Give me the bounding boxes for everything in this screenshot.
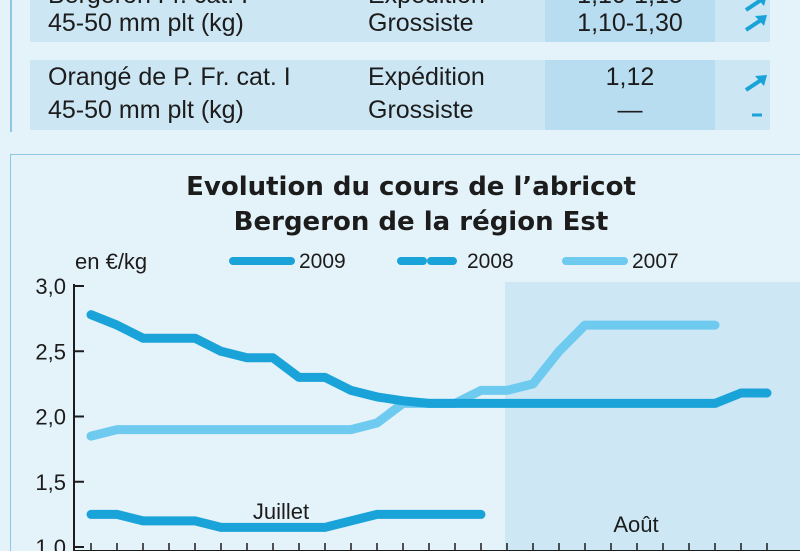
series-layer [86,310,772,532]
legend-label: 2007 [632,250,679,273]
product-name: Orangé de P. Fr. cat. I [48,63,291,91]
product-spec: 45-50 mm plt (kg) [48,96,244,124]
price-value: 1,12 [605,63,655,91]
trend-up-icon [744,15,767,32]
price-value: 1,10-1,15 [560,0,700,12]
y-tick-label: 1,0 [35,535,66,551]
month-label-aout: Août [613,512,658,537]
table-left-border [10,0,12,132]
market-stage: Grossiste [368,96,474,124]
trend-stable-icon [752,113,762,117]
legend: 2009 2008 2007 [229,250,679,273]
price-value: 1,10-1,30 [577,9,683,37]
trend-up-icon [744,0,766,12]
price-table: Bergeron Fr. cat. I 45-50 mm plt (kg) Ex… [0,0,800,135]
series-line-2009 [86,310,772,408]
legend-label: 2008 [467,250,514,273]
month-label-juillet: Juillet [253,499,309,524]
chart-title: Evolution du cours de l’abricot [186,172,636,202]
y-axis-label: en €/kg [75,249,147,274]
series-line-2008 [86,509,486,532]
y-tick-label: 1,5 [35,470,66,495]
legend-label: 2009 [299,250,346,273]
trend-up-icon [744,75,767,92]
product-spec: 45-50 mm plt (kg) [48,9,244,37]
price-chart: Evolution du cours de l’abricot Bergeron… [35,172,800,551]
price-column-band [545,0,715,42]
market-stage: Expédition [368,0,485,12]
market-stage: Grossiste [368,9,474,37]
y-tick-label: 2,0 [35,405,66,430]
y-tick-label: 3,0 [35,274,66,299]
y-axis-ticks: 3,0 2,5 2,0 1,5 1,0 [35,274,84,551]
product-name: Bergeron Fr. cat. I [48,0,248,12]
month-labels: Juillet Août [253,499,659,537]
market-stage: Expédition [368,63,485,91]
price-column-band [545,60,715,130]
y-tick-label: 2,5 [35,339,66,364]
chart-panel: Evolution du cours de l’abricot Bergeron… [10,154,800,551]
price-value: — [617,96,643,124]
chart-subtitle: Bergeron de la région Est [234,207,609,237]
